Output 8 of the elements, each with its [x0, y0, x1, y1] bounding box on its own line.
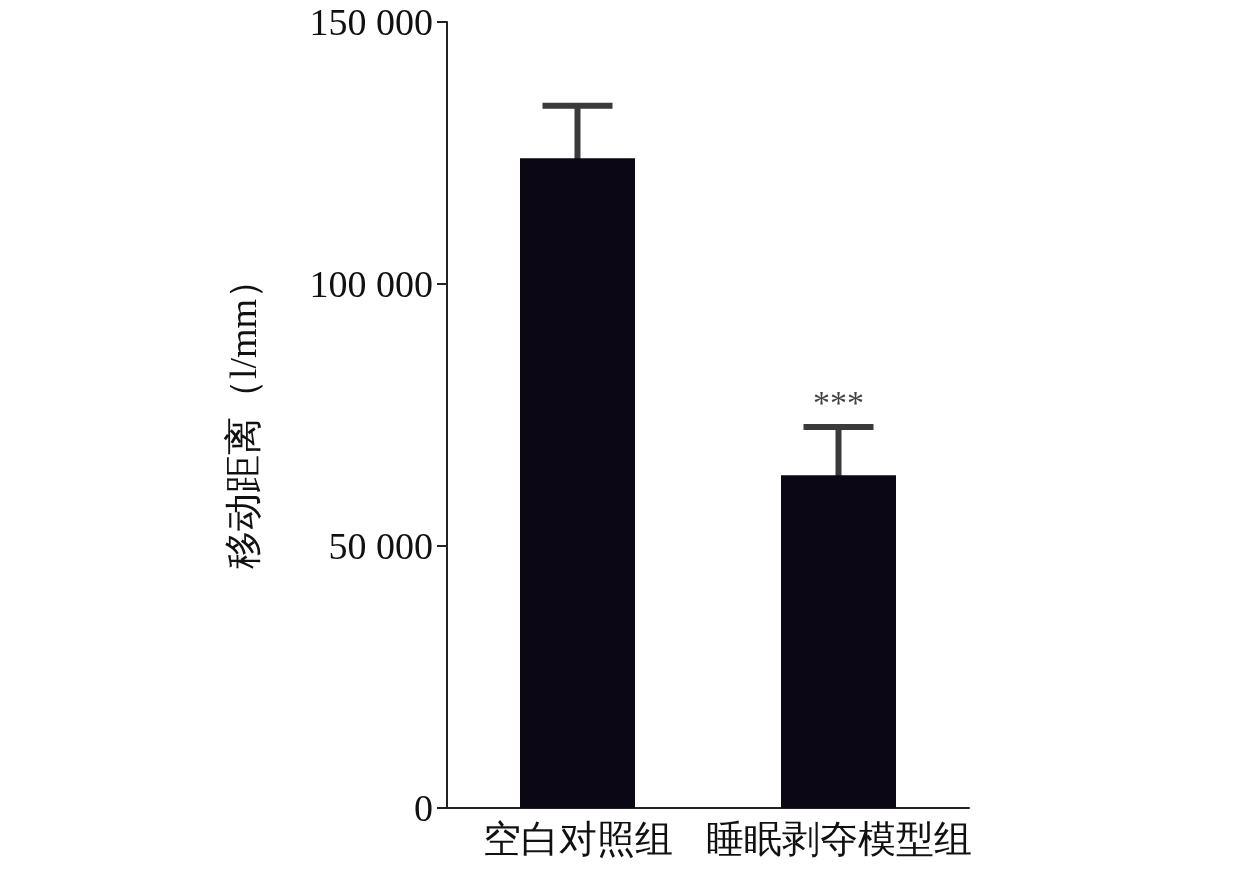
- y-tick-label: 100 000: [309, 263, 433, 305]
- y-axis-title: 移动距离（l/mm）: [222, 260, 264, 570]
- x-tick-label: 睡眠剥夺模型组: [705, 818, 972, 860]
- y-tick-label: 150 000: [309, 1, 433, 43]
- y-tick-label: 50 000: [328, 525, 433, 567]
- y-tick-label: 0: [414, 787, 433, 829]
- x-tick-label: 空白对照组: [482, 818, 673, 860]
- annotation: ***: [813, 383, 864, 421]
